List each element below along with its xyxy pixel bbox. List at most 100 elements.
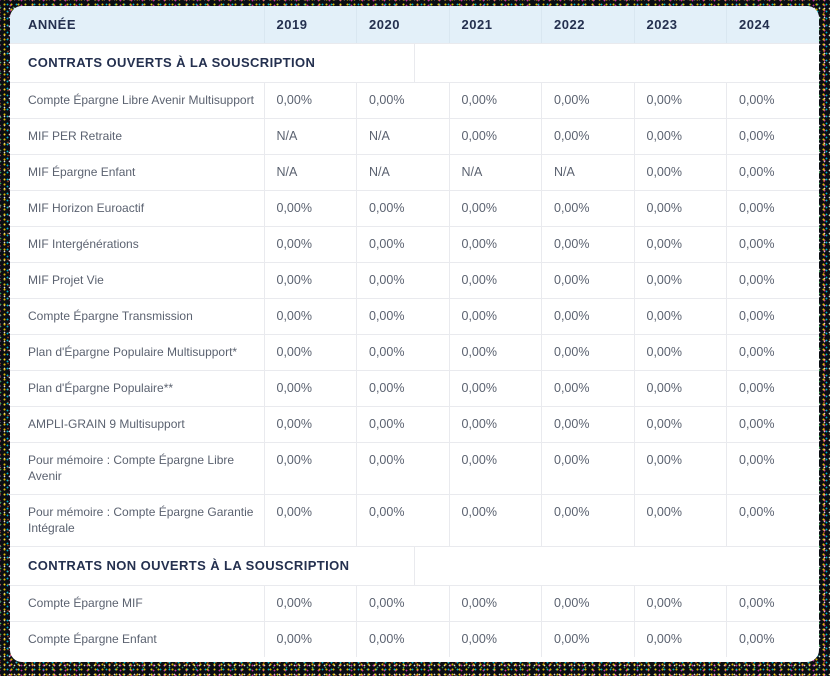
table-row: Pour mémoire : Compte Épargne Libre Aven… — [10, 442, 819, 495]
rate-value: 0,00% — [356, 442, 449, 495]
table-row: Plan d'Épargne Populaire Multisupport* 0,… — [10, 334, 819, 371]
contract-label: Compte Épargne Libre Avenir Multisupport — [10, 82, 264, 119]
rate-value: 0,00% — [726, 494, 819, 547]
table-row: AMPLI-GRAIN 9 Multisupport 0,00% 0,00% 0,00… — [10, 406, 819, 443]
rate-value: 0,00% — [541, 442, 634, 495]
contract-label: Pour mémoire : Compte Épargne Garantie I… — [10, 494, 264, 547]
table-row: MIF Horizon Euroactif 0,00% 0,00% 0,00% 0,00… — [10, 190, 819, 227]
table-row: Compte Épargne Transmission 0,00% 0,00% 0,0… — [10, 298, 819, 335]
rate-value: 0,00% — [633, 585, 727, 622]
rate-value: 0,00% — [263, 442, 357, 495]
rate-value: 0,00% — [633, 494, 727, 547]
contract-label: MIF Épargne Enfant — [10, 154, 264, 191]
rate-value: 0,00% — [633, 334, 727, 371]
contract-label: Plan d'Épargne Populaire Multisupport* — [10, 334, 264, 371]
table-row: Compte Épargne MIF 0,00% 0,00% 0,00% 0,00% 0,… — [10, 585, 819, 622]
rate-value: 0,00% — [448, 370, 542, 407]
rate-value: 0,00% — [633, 370, 727, 407]
rate-value: 0,00% — [356, 334, 449, 371]
rate-value: 0,00% — [448, 406, 542, 443]
contract-label: MIF PER Retraite — [10, 118, 264, 155]
table-header-row: ANNÉE 2019 2020 2021 2022 2023 2024 — [10, 6, 819, 44]
rate-value: 0,00% — [448, 226, 542, 263]
column-header-year-2021: 2021 — [448, 6, 542, 44]
rate-value: 0,00% — [726, 334, 819, 371]
rate-value: 0,00% — [633, 442, 727, 495]
rate-value: 0,00% — [263, 370, 357, 407]
rate-value: 0,00% — [726, 370, 819, 407]
rate-value: 0,00% — [356, 262, 449, 299]
column-header-annee: ANNÉE — [10, 6, 264, 44]
rate-value: 0,00% — [263, 621, 357, 657]
rate-value: 0,00% — [726, 226, 819, 263]
contract-label: Pour mémoire : Compte Épargne Libre Aven… — [10, 442, 264, 495]
rate-value: 0,00% — [448, 442, 542, 495]
contract-label: Plan d'Épargne Populaire** — [10, 370, 264, 407]
rate-value: 0,00% — [263, 298, 357, 335]
rate-value: 0,00% — [356, 82, 449, 119]
rate-value: 0,00% — [541, 190, 634, 227]
contract-label: AMPLI-GRAIN 9 Multisupport — [10, 406, 264, 443]
table-row: MIF Projet Vie 0,00% 0,00% 0,00% 0,00% 0,00% 0… — [10, 262, 819, 299]
rate-value: 0,00% — [726, 585, 819, 622]
rate-value: N/A — [356, 118, 449, 155]
rate-value: N/A — [448, 154, 542, 191]
rate-value: 0,00% — [263, 82, 357, 119]
rate-value: 0,00% — [726, 298, 819, 335]
rate-value: N/A — [541, 154, 634, 191]
rate-value: 0,00% — [541, 226, 634, 263]
rate-value: 0,00% — [541, 406, 634, 443]
rate-value: 0,00% — [448, 262, 542, 299]
rate-value: 0,00% — [541, 621, 634, 657]
rate-value: 0,00% — [541, 585, 634, 622]
table-row: MIF PER Retraite N/A N/A 0,00% 0,00% 0,00% 0,0… — [10, 118, 819, 155]
rate-value: 0,00% — [263, 334, 357, 371]
rate-value: 0,00% — [633, 262, 727, 299]
table-row: Compte Épargne Enfant 0,00% 0,00% 0,00% 0,00… — [10, 621, 819, 657]
rate-value: N/A — [263, 118, 357, 155]
column-header-year-2024: 2024 — [726, 6, 819, 44]
rate-value: 0,00% — [263, 190, 357, 227]
rate-value: 0,00% — [448, 190, 542, 227]
rate-value: 0,00% — [726, 190, 819, 227]
rate-value: 0,00% — [356, 585, 449, 622]
rate-value: 0,00% — [263, 226, 357, 263]
rate-value: 0,00% — [633, 82, 727, 119]
rate-value: 0,00% — [541, 118, 634, 155]
rate-value: 0,00% — [726, 154, 819, 191]
rate-value: 0,00% — [263, 406, 357, 443]
rate-value: 0,00% — [726, 442, 819, 495]
table-row: Pour mémoire : Compte Épargne Garantie I… — [10, 494, 819, 547]
rate-value: 0,00% — [541, 262, 634, 299]
rate-value: 0,00% — [726, 262, 819, 299]
rate-value: N/A — [263, 154, 357, 191]
rate-value: 0,00% — [448, 82, 542, 119]
section-title: CONTRATS NON OUVERTS À LA SOUSCRIPTION — [10, 547, 415, 585]
section-header-cell: CONTRATS OUVERTS À LA SOUSCRIPTION — [10, 43, 819, 83]
section-header-row: CONTRATS OUVERTS À LA SOUSCRIPTION — [10, 43, 819, 83]
rate-value: 0,00% — [448, 585, 542, 622]
contract-label: MIF Intergénérations — [10, 226, 264, 263]
table-row: MIF Intergénérations 0,00% 0,00% 0,00% 0,00%… — [10, 226, 819, 263]
table-row: Compte Épargne Libre Avenir Multisupport… — [10, 82, 819, 119]
rates-table: ANNÉE 2019 2020 2021 2022 2023 2024 CONTRATS … — [10, 6, 819, 657]
rates-table-card: ANNÉE 2019 2020 2021 2022 2023 2024 CONTRATS … — [10, 6, 819, 662]
section-title: CONTRATS OUVERTS À LA SOUSCRIPTION — [10, 44, 415, 82]
rate-value: 0,00% — [726, 118, 819, 155]
rate-value: 0,00% — [633, 621, 727, 657]
rate-value: 0,00% — [448, 298, 542, 335]
rate-value: 0,00% — [448, 621, 542, 657]
contract-label: MIF Horizon Euroactif — [10, 190, 264, 227]
rate-value: 0,00% — [541, 370, 634, 407]
rate-value: 0,00% — [633, 406, 727, 443]
rate-value: 0,00% — [541, 334, 634, 371]
rate-value: 0,00% — [356, 621, 449, 657]
rate-value: 0,00% — [448, 494, 542, 547]
column-header-year-2023: 2023 — [633, 6, 727, 44]
rate-value: 0,00% — [356, 494, 449, 547]
table-row: MIF Épargne Enfant N/A N/A N/A N/A 0,00% 0,00% — [10, 154, 819, 191]
rate-value: 0,00% — [356, 370, 449, 407]
rate-value: 0,00% — [448, 334, 542, 371]
column-header-year-2022: 2022 — [541, 6, 634, 44]
rate-value: 0,00% — [356, 190, 449, 227]
